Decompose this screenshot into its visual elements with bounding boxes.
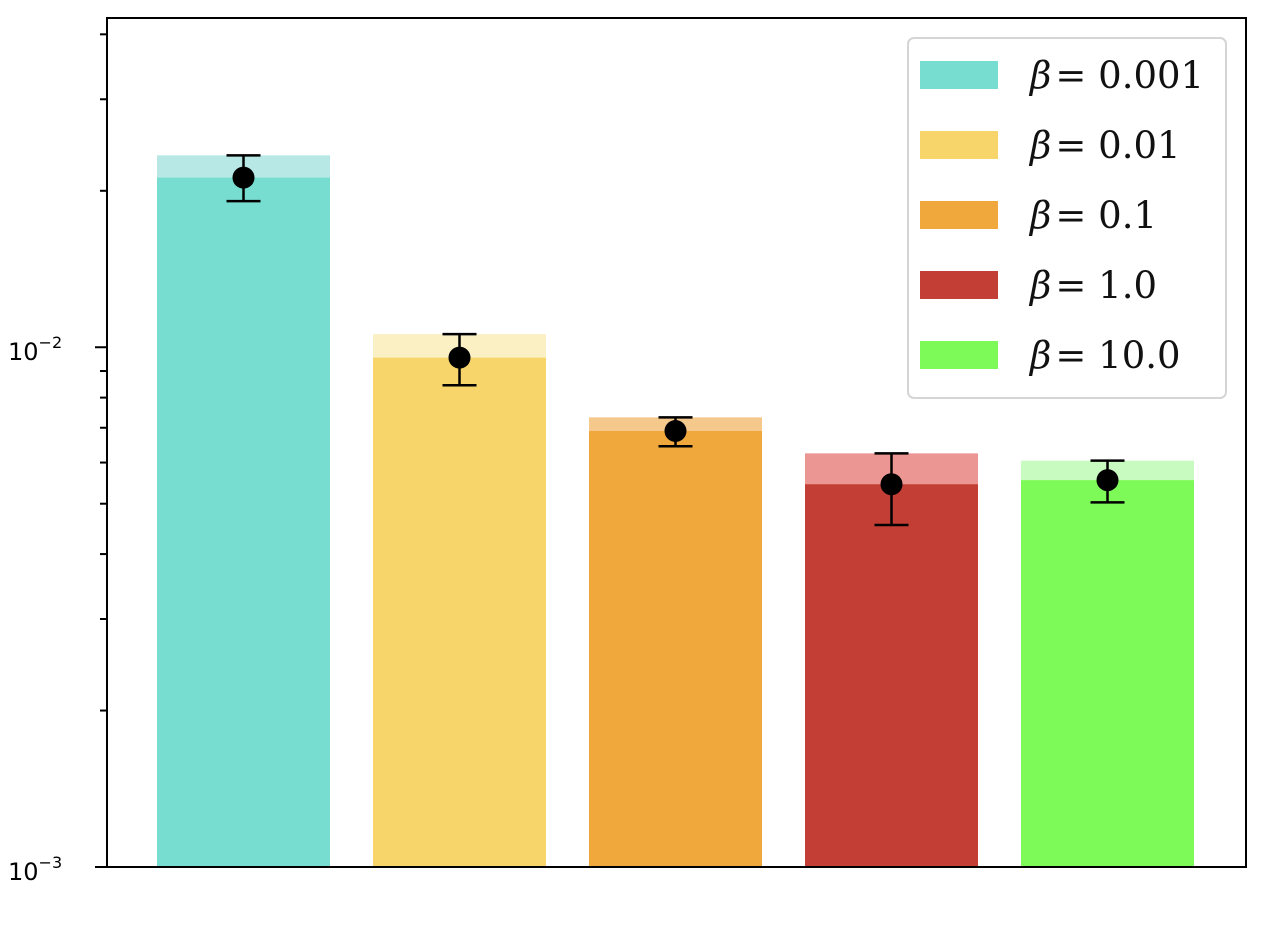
mean-point-2: [664, 420, 687, 443]
legend-swatch-4: [920, 341, 998, 369]
y-tick-label-0: 10−2: [8, 333, 62, 366]
legend-swatch-0: [920, 61, 998, 89]
legend-value: = 0.01: [1055, 124, 1180, 167]
bar-3: [805, 484, 978, 867]
bar-0: [157, 177, 330, 867]
y-axis-ticks: 10−210−3: [8, 33, 107, 886]
legend-symbol: β: [1028, 54, 1051, 97]
bars-group: [157, 155, 1194, 868]
legend-value: = 10.0: [1055, 334, 1180, 377]
plot-frame: [106, 17, 1247, 868]
mean-point-4: [1096, 469, 1119, 492]
legend-symbol: β: [1028, 124, 1051, 167]
bar-1: [373, 357, 546, 867]
mean-point-3: [880, 473, 903, 496]
legend-value: = 0.1: [1055, 194, 1157, 237]
y-tick-label-1: 10−3: [8, 853, 62, 886]
legend-swatch-1: [920, 131, 998, 159]
y-tick-exponent: −3: [39, 853, 63, 872]
y-tick-base: 10: [8, 338, 39, 366]
mean-point-0: [232, 166, 255, 189]
legend-label-4: β = 10.0: [1028, 334, 1181, 377]
bar-2: [589, 431, 762, 867]
legend-label-0: β = 0.001: [1028, 54, 1204, 97]
legend-frame: [907, 37, 1227, 399]
legend-symbol: β: [1028, 334, 1051, 377]
y-tick-base: 10: [8, 858, 39, 886]
legend-label-1: β = 0.01: [1028, 124, 1181, 167]
bar-4: [1021, 480, 1194, 867]
legend-label-2: β = 0.1: [1028, 194, 1157, 237]
legend-value: = 1.0: [1055, 264, 1157, 307]
y-tick-exponent: −2: [39, 333, 63, 352]
legend-symbol: β: [1028, 194, 1051, 237]
legend-swatch-3: [920, 271, 998, 299]
mean-point-1: [448, 346, 471, 369]
errorbars-group: [226, 154, 1125, 527]
legend-swatch-2: [920, 201, 998, 229]
legend-label-3: β = 1.0: [1028, 264, 1157, 307]
legend-value: = 0.001: [1055, 54, 1204, 97]
legend-symbol: β: [1028, 264, 1051, 307]
